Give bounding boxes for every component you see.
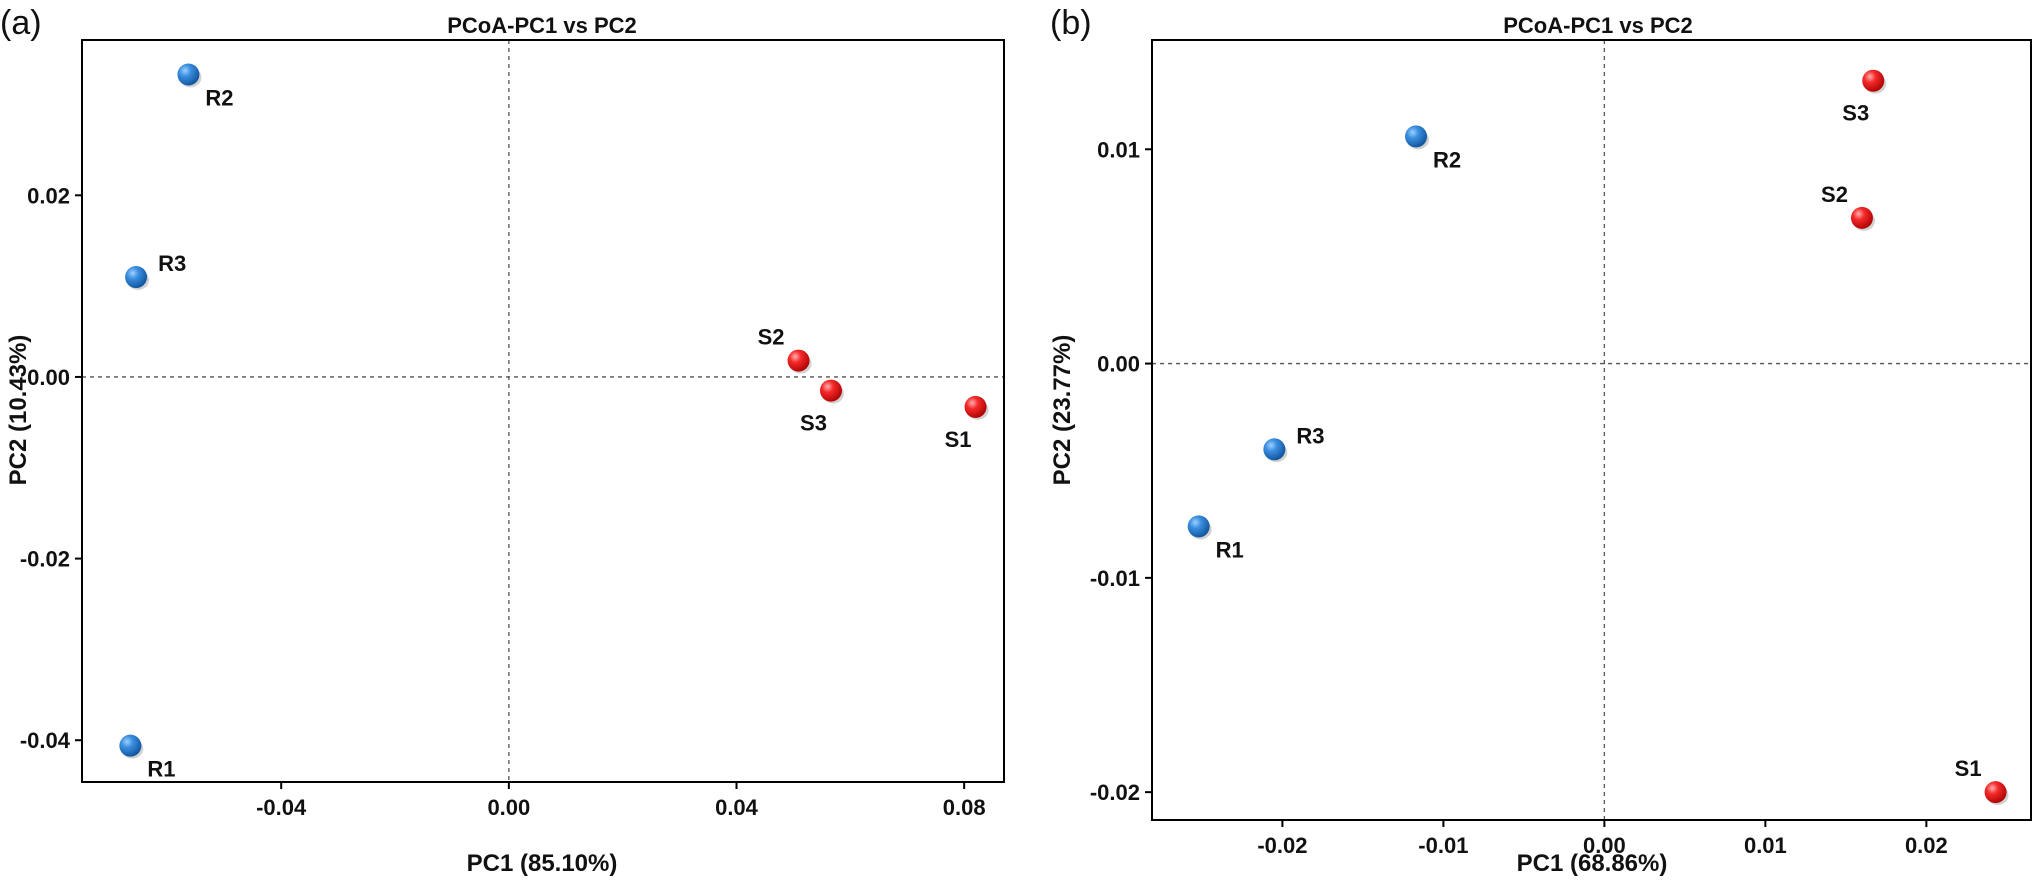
panel-b-point-label: S1 bbox=[1955, 756, 1982, 781]
panel-b-title: PCoA-PC1 vs PC2 bbox=[1503, 13, 1693, 38]
panel-a-y-axis-label: PC2 (10.43%) bbox=[5, 335, 32, 486]
panel-a-plot-frame bbox=[81, 39, 1005, 783]
panel-b-y-tick-label: 0.00 bbox=[1097, 352, 1140, 377]
panel-a-point-r2 bbox=[177, 63, 200, 86]
panel-a-point-label: S1 bbox=[945, 427, 972, 452]
panel-a-point-label: S2 bbox=[758, 325, 785, 350]
panel-a-point-s3 bbox=[819, 379, 842, 402]
panel-b-y-ticks: -0.02 -0.01 0.00 0.01 bbox=[1090, 137, 1152, 805]
panel-b-x-tick-label: -0.02 bbox=[1257, 833, 1307, 858]
panel-a-y-ticks: -0.04 -0.02 0.00 0.02 bbox=[20, 183, 82, 753]
panel-b-x-ticks: -0.02 -0.01 0.00 0.01 0.02 bbox=[1257, 820, 1948, 858]
panel-b-point-label: R1 bbox=[1216, 537, 1244, 562]
panel-b-plot-frame bbox=[1151, 39, 2032, 821]
panel-a-y-tick-label: -0.04 bbox=[20, 728, 71, 753]
panel-b-points: R1 R2 R3 S1 S2 S3 bbox=[1187, 69, 2009, 806]
panel-a-title: PCoA-PC1 vs PC2 bbox=[447, 13, 637, 38]
panel-a-x-tick-label: 0.00 bbox=[487, 795, 530, 820]
panel-a-point-label: R3 bbox=[158, 251, 186, 276]
panel-a-point-s1 bbox=[964, 395, 987, 418]
panel-a-point-r1 bbox=[119, 734, 142, 757]
panel-a-point-s2 bbox=[787, 349, 810, 372]
panel-a-y-tick-label: 0.00 bbox=[27, 365, 70, 390]
panel-b-point-label: R3 bbox=[1296, 423, 1324, 448]
panel-b-x-tick-label: 0.02 bbox=[1905, 833, 1948, 858]
panel-a-point-label: S3 bbox=[800, 411, 827, 436]
panel-b-x-tick-label: 0.01 bbox=[1744, 833, 1787, 858]
panel-b-y-tick-label: 0.01 bbox=[1097, 137, 1140, 162]
panel-a-x-tick-label: 0.04 bbox=[715, 795, 759, 820]
panel-b-point-s2 bbox=[1850, 206, 1873, 229]
panel-a-point-r3 bbox=[125, 266, 148, 289]
panel-b-y-tick-label: -0.02 bbox=[1090, 780, 1140, 805]
panel-b-point-label: R2 bbox=[1433, 147, 1461, 172]
panel-a-letter: (a) bbox=[0, 4, 42, 42]
panel-a: (a) PCoA-PC1 vs PC2 -0.04 0.00 0.04 0.08 -0… bbox=[0, 4, 1005, 877]
panel-b-point-r2 bbox=[1405, 125, 1428, 148]
panel-b-x-tick-label: -0.01 bbox=[1418, 833, 1468, 858]
panel-a-y-tick-label: 0.02 bbox=[27, 183, 70, 208]
panel-a-x-tick-label: 0.08 bbox=[943, 795, 986, 820]
panel-b-x-axis-label: PC1 (68.86%) bbox=[1517, 850, 1668, 877]
panel-b-y-axis-label: PC2 (23.77%) bbox=[1049, 335, 1076, 486]
panel-a-x-ticks: -0.04 0.00 0.04 0.08 bbox=[256, 782, 986, 820]
panel-b-point-s1 bbox=[1984, 781, 2007, 804]
panel-b-x-tick-label: 0.00 bbox=[1583, 833, 1626, 858]
panel-b-letter: (b) bbox=[1050, 4, 1092, 42]
panel-b-point-label: S3 bbox=[1842, 101, 1869, 126]
panel-a-x-axis-label: PC1 (85.10%) bbox=[467, 850, 618, 877]
panel-a-x-tick-label: -0.04 bbox=[256, 795, 307, 820]
panel-a-point-label: R1 bbox=[147, 757, 175, 782]
panel-b-point-r3 bbox=[1263, 438, 1286, 461]
panel-b-y-tick-label: -0.01 bbox=[1090, 566, 1140, 591]
panel-a-points: R1 R2 R3 S1 S2 S3 bbox=[119, 63, 989, 782]
panel-b-point-r1 bbox=[1187, 515, 1210, 538]
panel-b-point-label: S2 bbox=[1821, 182, 1848, 207]
panel-a-point-label: R2 bbox=[205, 86, 233, 111]
panel-b: (b) PCoA-PC1 vs PC2 -0.02 -0.01 0.00 0.01 0.… bbox=[1049, 4, 2032, 877]
panel-b-point-s3 bbox=[1862, 69, 1885, 92]
panel-a-y-tick-label: -0.02 bbox=[20, 547, 70, 572]
